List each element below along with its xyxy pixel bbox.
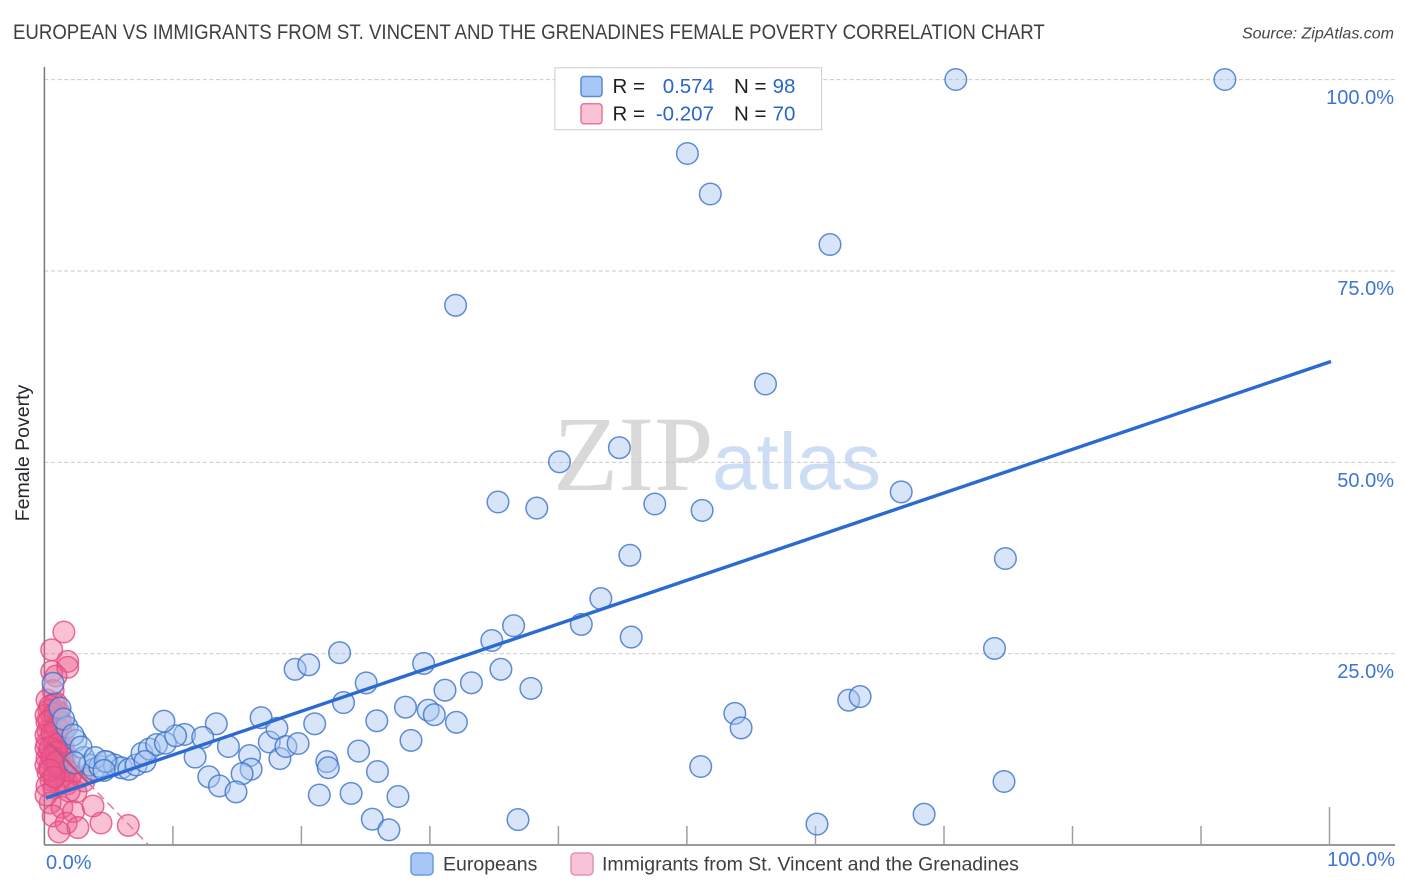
svg-text:Europeans: Europeans (443, 854, 538, 876)
svg-text:Immigrants from St. Vincent an: Immigrants from St. Vincent and the Gren… (602, 854, 1019, 876)
svg-text:-0.207: -0.207 (656, 102, 714, 125)
svg-text:ZIP: ZIP (553, 396, 714, 514)
svg-text:0.0%: 0.0% (46, 852, 92, 874)
svg-text:0.574: 0.574 (663, 75, 714, 98)
svg-text:Female Poverty: Female Poverty (12, 384, 34, 521)
svg-text:75.0%: 75.0% (1337, 278, 1394, 300)
svg-text:R =: R = (613, 102, 645, 125)
svg-text:R =: R = (613, 75, 645, 98)
svg-text:atlas: atlas (712, 417, 881, 506)
svg-text:70: 70 (773, 102, 796, 125)
svg-text:N =: N = (734, 75, 766, 98)
svg-text:Source: ZipAtlas.com: Source: ZipAtlas.com (1242, 26, 1394, 43)
svg-text:50.0%: 50.0% (1337, 470, 1394, 492)
svg-text:100.0%: 100.0% (1327, 849, 1395, 871)
svg-text:EUROPEAN VS IMMIGRANTS FROM ST: EUROPEAN VS IMMIGRANTS FROM ST. VINCENT … (13, 21, 1045, 44)
svg-text:25.0%: 25.0% (1337, 661, 1394, 683)
svg-text:100.0%: 100.0% (1326, 87, 1394, 109)
svg-text:N =: N = (734, 102, 766, 125)
svg-text:98: 98 (773, 75, 796, 98)
